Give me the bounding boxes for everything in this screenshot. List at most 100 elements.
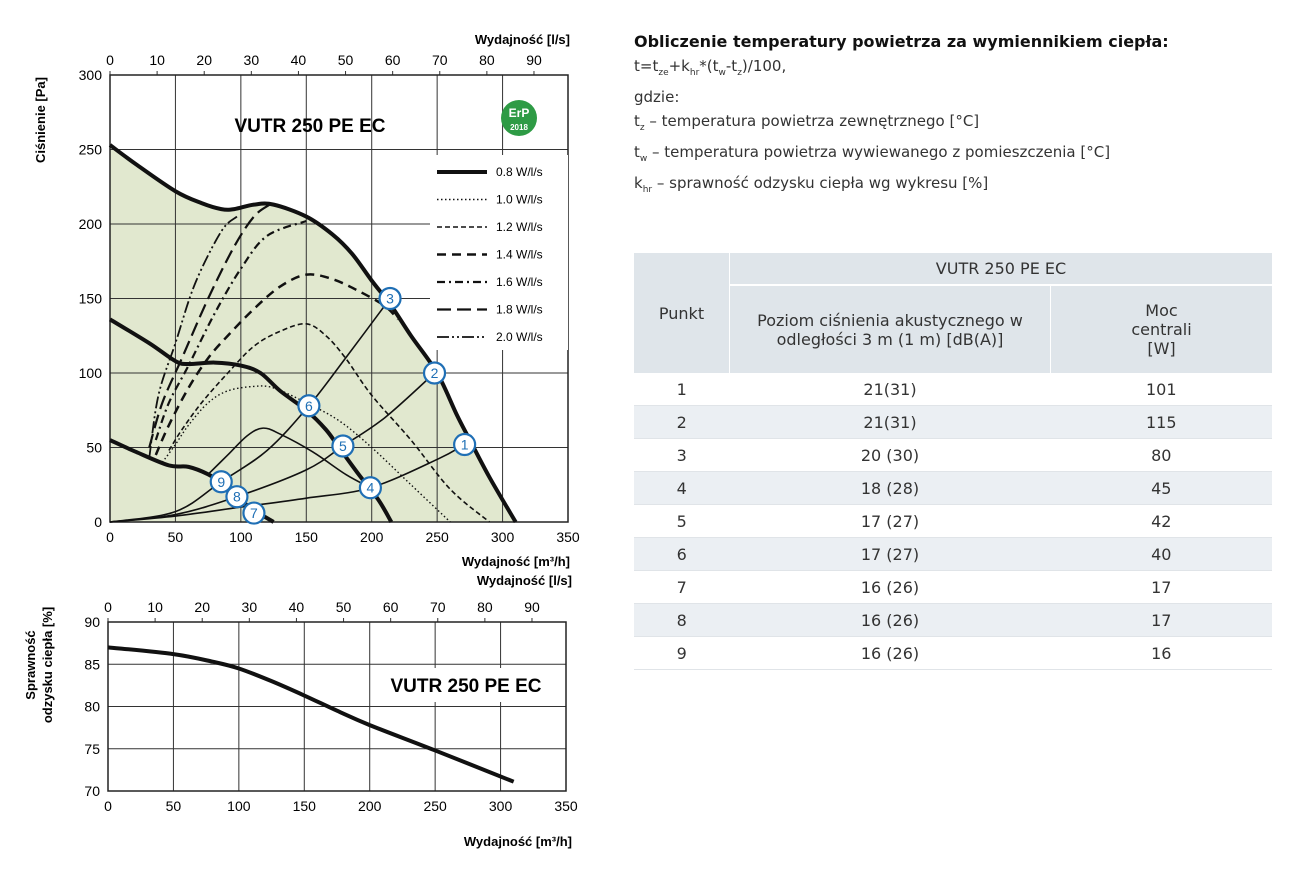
header-power: Moc centrali [W] xyxy=(1050,285,1272,373)
cell-point: 6 xyxy=(634,537,730,571)
bottom-plot-frame xyxy=(107,621,567,792)
cell-noise: 21(31) xyxy=(729,373,1051,406)
bottom-x-tick-label: 300 xyxy=(489,798,513,814)
legend-label: 0.8 W/l/s xyxy=(496,165,543,179)
operating-point-marker xyxy=(225,485,249,509)
bottom-x2-tick-label: 0 xyxy=(104,599,112,615)
def-tw: tw – temperatura powietrza wywiewanego z… xyxy=(634,143,1111,164)
operating-point-marker xyxy=(378,286,402,311)
top-y-tick-label: 150 xyxy=(79,291,103,307)
operating-point-label: 8 xyxy=(233,489,241,505)
operating-point-label: 9 xyxy=(217,474,225,490)
operating-point-label: 1 xyxy=(461,437,469,453)
top-y-tick-label: 50 xyxy=(86,440,102,456)
bottom-y-label-1: Sprawność xyxy=(23,630,38,699)
cell-power: 115 xyxy=(1050,405,1272,439)
top-y-tick-label: 0 xyxy=(94,514,102,530)
cell-power: 80 xyxy=(1050,438,1272,472)
fan-curve-0 xyxy=(108,143,518,524)
top-x-tick-label: 50 xyxy=(168,529,184,545)
top-x2-tick-label: 70 xyxy=(432,52,448,68)
formula-title: Obliczenie temperatury powietrza za wymi… xyxy=(634,32,1169,51)
cell-noise: 20 (30) xyxy=(729,438,1051,472)
top-x-tick-label: 350 xyxy=(556,529,580,545)
header-punkt: Punkt xyxy=(634,253,730,373)
legend-label: 1.8 W/l/s xyxy=(496,303,543,317)
where-label: gdzie: xyxy=(634,88,680,106)
operating-point-marker xyxy=(297,394,321,418)
bottom-chart-title: VUTR 250 PE EC xyxy=(391,676,542,697)
operating-point-marker xyxy=(358,476,383,500)
cell-point: 1 xyxy=(634,373,730,406)
table-row: 1 21(31) 101 xyxy=(634,373,1272,406)
bottom-x2-tick-label: 10 xyxy=(147,599,163,615)
table-row: 7 16 (26) 17 xyxy=(634,570,1272,604)
bottom-x-tick-label: 150 xyxy=(293,798,317,814)
table-row: 6 17 (27) 40 xyxy=(634,537,1272,571)
cell-noise: 16 (26) xyxy=(729,603,1051,637)
top-x-tick-label: 250 xyxy=(425,529,449,545)
power-curve-14 xyxy=(154,273,399,456)
top-chart-title: VUTR 250 PE EC xyxy=(235,116,386,137)
top-x-tick-label: 150 xyxy=(295,529,319,545)
bottom-x2-tick-label: 40 xyxy=(289,599,305,615)
cell-noise: 16 (26) xyxy=(729,636,1051,670)
operating-point-marker xyxy=(453,432,477,457)
header-model: VUTR 250 PE EC xyxy=(729,253,1272,286)
cell-power: 17 xyxy=(1050,570,1272,604)
bottom-x-tick-label: 250 xyxy=(423,798,447,814)
cell-noise: 17 (27) xyxy=(729,504,1051,538)
system-curve xyxy=(109,372,436,523)
bottom-x2-tick-label: 70 xyxy=(430,599,446,615)
operating-point-marker xyxy=(331,434,355,458)
top-x2-tick-label: 30 xyxy=(244,52,260,68)
top-x2-tick-label: 20 xyxy=(196,52,212,68)
bottom-x2-tick-label: 20 xyxy=(194,599,210,615)
top-x2-tick-label: 80 xyxy=(479,52,495,68)
bottom-x2-tick-label: 50 xyxy=(336,599,352,615)
bottom-x-label: Wydajność [m³/h] xyxy=(464,834,572,849)
legend-label: 1.4 W/l/s xyxy=(496,248,543,262)
power-curve-18 xyxy=(148,203,271,448)
cell-point: 9 xyxy=(634,636,730,670)
cell-noise: 17 (27) xyxy=(729,537,1051,571)
table-row: 2 21(31) 115 xyxy=(634,405,1272,439)
def-khr: khr – sprawność odzysku ciepła wg wykres… xyxy=(634,174,989,195)
top-y-tick-label: 200 xyxy=(79,216,103,232)
top-x2-tick-label: 0 xyxy=(106,52,114,68)
cell-power: 40 xyxy=(1050,537,1272,571)
cell-power: 101 xyxy=(1050,373,1272,406)
def-tz: tz – temperatura powietrza zewnętrznego … xyxy=(634,112,980,133)
operating-point-marker xyxy=(242,501,266,525)
bottom-title-bg xyxy=(378,668,550,702)
header-noise: Poziom ciśnienia akustycznego w odległoś… xyxy=(729,285,1051,373)
power-curve-16 xyxy=(154,219,307,441)
table-row: 3 20 (30) 80 xyxy=(634,438,1272,472)
table-row: 4 18 (28) 45 xyxy=(634,471,1272,505)
top-x2-tick-label: 60 xyxy=(385,52,401,68)
operating-point-marker xyxy=(422,361,447,385)
operating-point-marker xyxy=(209,470,233,494)
top-x-label: Wydajność [m³/h] xyxy=(462,554,570,569)
bottom-x-tick-label: 0 xyxy=(104,798,112,814)
table-row: 8 16 (26) 17 xyxy=(634,603,1272,637)
bottom-x-tick-label: 50 xyxy=(166,798,182,814)
legend-box xyxy=(430,155,568,350)
charts: 0 50 100 150 200 250 300 3500501001502002503000… xyxy=(23,32,580,849)
top-y-tick-label: 100 xyxy=(79,365,103,381)
operating-point-label: 6 xyxy=(305,398,313,414)
system-curve xyxy=(207,427,371,489)
legend-label: 2.0 W/l/s xyxy=(496,330,543,344)
top-x2-tick-label: 10 xyxy=(149,52,165,68)
cell-point: 8 xyxy=(634,603,730,637)
system-curve xyxy=(109,298,391,523)
bottom-y-tick-label: 75 xyxy=(84,741,100,757)
system-curve xyxy=(109,443,466,523)
top-x2-tick-label: 90 xyxy=(526,52,542,68)
cell-noise: 21(31) xyxy=(729,405,1051,439)
efficiency-curve xyxy=(107,645,515,784)
top-x2-tick-label: 40 xyxy=(291,52,307,68)
top-y-tick-label: 300 xyxy=(79,67,103,83)
erp-badge-year: 2018 xyxy=(510,123,528,132)
cell-noise: 18 (28) xyxy=(729,471,1051,505)
